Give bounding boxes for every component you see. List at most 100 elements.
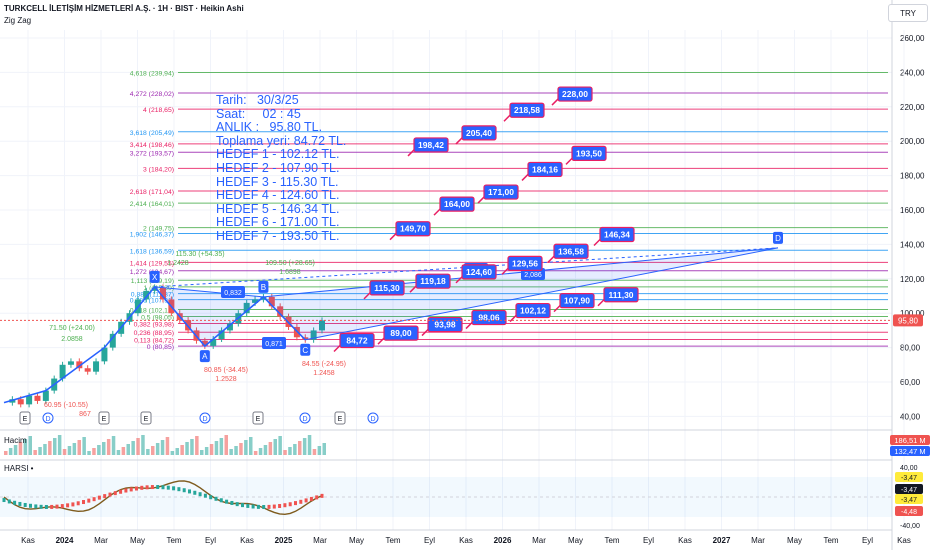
dividend-marker [199,412,211,424]
volume-bar [18,442,23,455]
pivot-annotation: 1.2458 [313,370,335,377]
harsi-axis-label: -3,47 [901,497,917,504]
candle-body [160,287,166,300]
volume-bar [317,446,322,455]
x-tick-label: Tem [604,536,619,545]
fib-level-label: 0,5 (98,05) [141,315,174,322]
pattern-ratio-label: 2,086 [524,272,542,279]
volume-bar [234,446,238,455]
volume-bar [53,438,57,455]
pivot-annotation: 1.2428 [167,260,189,267]
volume-bar [67,446,72,455]
x-tick-label: Eyl [643,536,654,545]
harsi-candle [203,493,207,498]
harsi-candle [198,492,202,497]
fib-level-label: 1,618 (136,59) [130,248,174,255]
candle-body [151,287,158,291]
volume-bar [33,450,37,455]
candle-body [226,323,233,331]
volume-bar [141,435,145,455]
target-label: 164,00 [444,199,470,209]
pivot-annotation: 60.95 (-10.55) [44,402,88,409]
volume-bar [298,441,302,455]
pattern-point-label: C [302,346,308,355]
note-line: Tarih: 30/3/25 [216,93,299,107]
target-connector [501,267,509,275]
harsi-candle [113,491,117,496]
candle-body [59,364,66,379]
volume-bar [273,439,277,455]
fib-level-label: 3,414 (198,46) [130,142,174,149]
volume-bar [312,449,317,455]
volume-bar [72,443,77,455]
pattern-point-label: D [775,234,781,243]
x-tick-label: Tem [823,536,838,545]
x-tick-label: 2024 [56,536,74,545]
harsi-candle [246,503,250,508]
target-connector [503,114,511,122]
harsi-candle [272,504,276,509]
fib-level-label: 4,272 (228,02) [130,91,174,98]
harsi-candle [267,504,271,509]
volume-bar [278,436,282,455]
event-marker-label: D [370,416,375,423]
volume-bar [121,447,126,455]
fib-level-label: 2 (149,75) [143,226,174,233]
harsi-candle [60,504,64,509]
x-tick-label: Kas [897,536,911,545]
harsi-candle [219,498,223,503]
volume-bar [293,444,297,455]
target-connector [547,255,555,263]
volume-tag-1: 186,51 M [890,435,930,445]
harsi-candle [2,498,6,503]
target-label: 119,18 [420,276,446,286]
pattern-ratio-label: 0,832 [224,290,242,297]
candle-body [34,395,41,401]
volume-bar [229,449,233,455]
target-connector [565,157,573,165]
event-marker-label: E [23,416,28,423]
candle-body [84,368,91,372]
candle-body [17,399,24,405]
harsi-axis-tag [895,484,923,494]
harsi-axis-label: -4,48 [901,509,917,516]
target-label: 205,40 [466,128,492,138]
target-badge [559,293,595,309]
harsi-candle [209,495,213,500]
harsi-candle [29,503,32,508]
volume-bar [263,445,268,455]
target-badge [415,273,451,289]
volume-bar [43,444,47,455]
harsi-axis-label: -3,47 [901,487,917,494]
harsi-candle [262,504,266,509]
fib-level-label: 3,272 (193,57) [130,150,174,157]
target-connector [597,299,605,307]
symbol-header: TURKCELL İLETİŞİM HİZMETLERİ A.Ş. · 1H ·… [4,4,244,13]
target-badge [603,287,639,303]
y-tick-label: 220,00 [900,103,925,112]
note-line: HEDEF 3 - 115.30 TL. [216,174,339,189]
harsi-candle [55,504,59,509]
target-connector [409,285,417,293]
currency-button[interactable]: TRY [888,4,928,22]
current-price-tag [893,314,923,327]
target-label: 115,30 [374,283,400,293]
candle-body [277,306,284,317]
pattern-point-badge [300,343,311,356]
harsi-candle [193,490,197,495]
volume-bar [82,437,86,455]
harsi-candle [108,492,112,497]
harsi-candle [119,489,123,494]
volume-bar [28,436,32,455]
candle-body [268,296,275,307]
target-label: 124,60 [466,267,492,277]
volume-bar [209,444,214,455]
harsi-candle [92,497,96,502]
target-connector [455,276,463,284]
harsi-candle [299,499,303,504]
target-label: 149,70 [400,224,426,234]
volume-bar [283,450,287,455]
volume-bar [102,442,106,455]
candle-body [302,337,309,340]
harsi-axis-label: 40,00 [900,465,918,472]
